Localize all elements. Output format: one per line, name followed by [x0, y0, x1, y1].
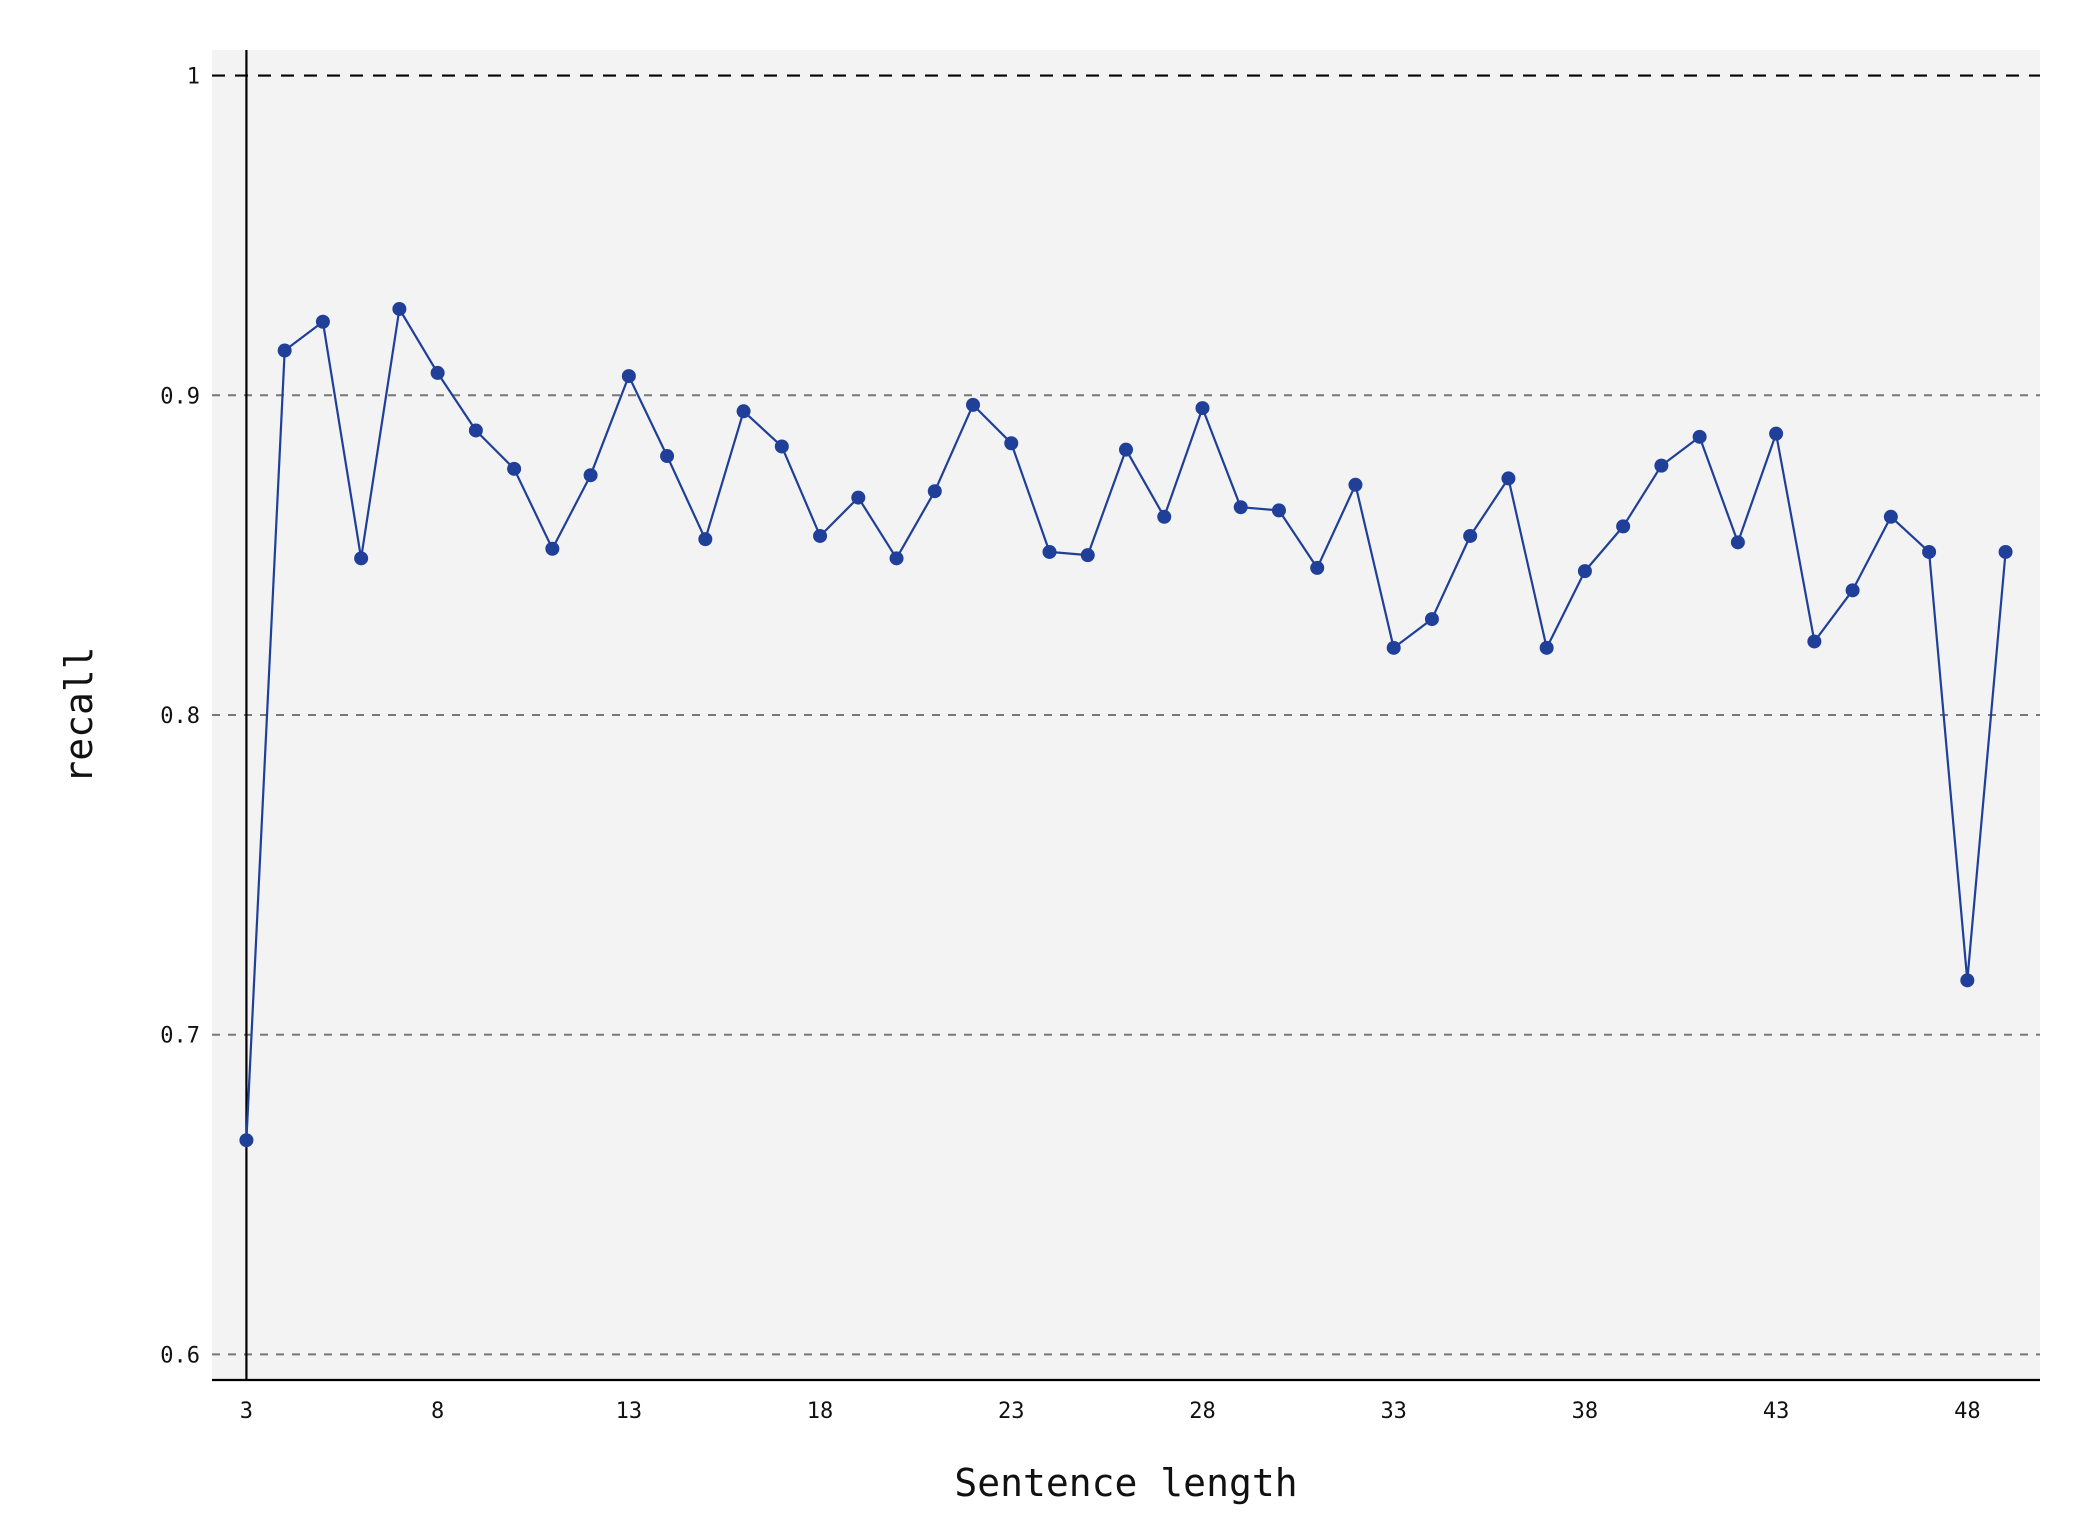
data-point: [966, 397, 981, 412]
y-tick-label: 0.7: [160, 1024, 200, 1049]
data-point: [1195, 401, 1210, 416]
y-tick-label: 0.6: [160, 1343, 200, 1368]
data-point: [1730, 535, 1745, 550]
x-tick-label: 8: [431, 1399, 444, 1424]
data-point: [774, 439, 789, 454]
data-point: [736, 404, 751, 419]
x-tick-label: 3: [240, 1399, 253, 1424]
data-point: [1539, 640, 1554, 655]
data-point: [1654, 458, 1669, 473]
data-point: [354, 551, 369, 566]
x-tick-label: 43: [1763, 1399, 1790, 1424]
data-point: [1616, 519, 1631, 534]
x-tick-label: 13: [616, 1399, 643, 1424]
data-point: [1271, 503, 1286, 518]
y-tick-label: 0.9: [160, 384, 200, 409]
data-point: [545, 541, 560, 556]
data-point: [1769, 426, 1784, 441]
data-point: [430, 365, 445, 380]
data-point: [1157, 509, 1172, 524]
data-point: [1845, 583, 1860, 598]
data-point: [1080, 548, 1095, 563]
data-point: [927, 484, 942, 499]
data-point: [1233, 500, 1248, 515]
data-point: [889, 551, 904, 566]
y-tick-label: 0.8: [160, 704, 200, 729]
data-point: [621, 369, 636, 384]
data-point: [583, 468, 598, 483]
y-tick-label: 1: [187, 65, 200, 90]
x-tick-label: 33: [1380, 1399, 1407, 1424]
x-tick-label: 48: [1954, 1399, 1981, 1424]
series-recall: [239, 301, 2013, 1148]
data-point: [1424, 612, 1439, 627]
data-point: [1386, 640, 1401, 655]
data-point: [392, 301, 407, 316]
data-point: [851, 490, 866, 505]
data-point: [239, 1133, 254, 1148]
data-point: [660, 449, 675, 464]
x-tick-label: 38: [1572, 1399, 1599, 1424]
data-point: [1501, 471, 1516, 486]
x-tick-label: 28: [1189, 1399, 1216, 1424]
data-point: [1998, 544, 2013, 559]
data-point: [1348, 477, 1363, 492]
data-point: [277, 343, 292, 358]
data-point: [1883, 509, 1898, 524]
data-point: [1960, 973, 1975, 988]
x-tick-label: 18: [807, 1399, 834, 1424]
data-point: [468, 423, 483, 438]
axes: [212, 50, 2040, 1382]
data-point: [1807, 634, 1822, 649]
data-point: [1692, 429, 1707, 444]
grid-lines: [212, 74, 2040, 1356]
data-point: [507, 461, 522, 476]
x-axis-title: Sentence length: [954, 1461, 1297, 1505]
data-point: [1922, 544, 1937, 559]
data-point: [1004, 436, 1019, 451]
data-point: [1042, 544, 1057, 559]
data-point: [1577, 564, 1592, 579]
x-tick-label: 23: [998, 1399, 1025, 1424]
data-point: [1463, 528, 1478, 543]
data-point: [1119, 442, 1133, 457]
data-point: [1310, 560, 1325, 575]
data-point: [315, 314, 330, 329]
y-axis-title: recall: [57, 646, 101, 783]
tick-labels: 0.60.70.80.913 8 13 18 23 28 33 38 43 48: [160, 65, 1980, 1424]
data-point: [698, 532, 713, 547]
data-point: [813, 528, 828, 543]
